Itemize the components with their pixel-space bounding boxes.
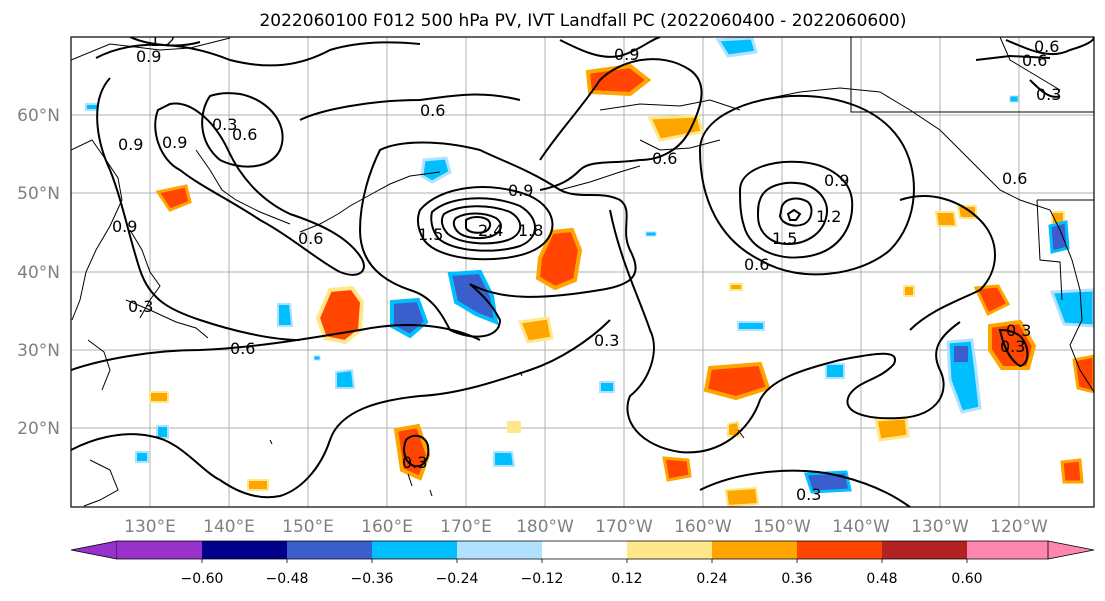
contour-label: 0.6 — [230, 339, 255, 358]
longitude-labels: 130°E 140°E 150°E 160°E 170°E 180°W 170°… — [124, 517, 1048, 537]
lon-label: 150°E — [282, 517, 334, 537]
contour-label: 0.3 — [1036, 85, 1061, 104]
contour-label: 0.6 — [1002, 169, 1027, 188]
pc-shading — [85, 37, 1094, 507]
colorbar-swatch — [712, 541, 797, 559]
colorbar-tick-label: 0.36 — [781, 571, 812, 587]
contour-label: 0.9 — [162, 133, 187, 152]
contour-label: 0.6 — [232, 125, 257, 144]
contour-label: 0.9 — [824, 171, 849, 190]
lat-label: 30°N — [17, 341, 60, 361]
contour-label: 0.9 — [614, 45, 639, 64]
lon-label: 130°E — [124, 517, 176, 537]
contour-label: 2.4 — [478, 221, 503, 240]
contour-label: 1.5 — [418, 225, 443, 244]
colorbar-swatch — [542, 541, 627, 559]
colorbar-tick-label: 0.24 — [696, 571, 727, 587]
contour-label: 0.3 — [128, 297, 153, 316]
contour-labels: 1.2 0.9 0.3 0.9 0.6 0.9 0.6 0.9 0.6 0.9 … — [112, 31, 1061, 504]
colorbar-tick-label: 0.60 — [951, 571, 982, 587]
contour-label: 0.3 — [594, 331, 619, 350]
contour-label: 1.2 — [816, 207, 841, 226]
colorbar-swatch — [797, 541, 882, 559]
colorbar-swatch — [457, 541, 542, 559]
latitude-labels: 60°N 50°N 40°N 30°N 20°N — [17, 106, 60, 439]
contour-label: 0.3 — [796, 485, 821, 504]
lat-label: 50°N — [17, 184, 60, 204]
lon-label: 140°W — [832, 517, 890, 537]
contour-label: 0.3 — [1000, 337, 1025, 356]
lon-label: 140°E — [203, 517, 255, 537]
contour-label: 0.6 — [652, 149, 677, 168]
contour-label: 0.6 — [1022, 51, 1047, 70]
lat-label: 60°N — [17, 106, 60, 126]
map-panel: 1.2 0.9 0.3 0.9 0.6 0.9 0.6 0.9 0.6 0.9 … — [71, 31, 1094, 507]
contour-label: 0.9 — [118, 135, 143, 154]
lon-label: 160°W — [674, 517, 732, 537]
contour-label: 1.2 — [150, 31, 175, 50]
graticule — [71, 37, 1094, 507]
colorbar-tick-label: −0.60 — [181, 571, 224, 587]
map-frame — [70, 36, 1095, 508]
contour-label: 0.6 — [420, 101, 445, 120]
lon-label: 170°E — [440, 517, 492, 537]
colorbar-swatch — [117, 541, 202, 559]
lon-label: 150°W — [753, 517, 811, 537]
pv-contours — [71, 37, 1094, 507]
colorbar-tick-label: −0.36 — [351, 571, 394, 587]
colorbar-swatch — [882, 541, 967, 559]
colorbar-tick-label: 0.12 — [611, 571, 642, 587]
colorbar-tick-label: 0.48 — [866, 571, 897, 587]
map-title: 2022060100 F012 500 hPa PV, IVT Landfall… — [259, 11, 906, 31]
colorbar-tick-label: −0.24 — [436, 571, 479, 587]
colorbar-extend-min — [70, 540, 118, 560]
contour-label: 1.8 — [518, 221, 543, 240]
lon-label: 130°W — [911, 517, 969, 537]
colorbar-swatch — [287, 541, 372, 559]
contour-label: 0.6 — [744, 255, 769, 274]
lon-label: 120°W — [990, 517, 1048, 537]
contour-label: 0.6 — [298, 229, 323, 248]
contour-label: 0.3 — [212, 115, 237, 134]
contour-label: 0.9 — [112, 217, 137, 236]
colorbar-swatch — [967, 541, 1048, 559]
contour-label: 0.6 — [1034, 37, 1059, 56]
colorbar: −0.60 −0.48 −0.36 −0.24 −0.12 0.12 0.24 … — [70, 540, 1095, 587]
contour-label: 0.9 — [508, 181, 533, 200]
lat-label: 40°N — [17, 263, 60, 283]
colorbar-swatch — [202, 541, 287, 559]
contour-label: 0.9 — [136, 47, 161, 66]
lat-label: 20°N — [17, 419, 60, 439]
contour-label: 1.5 — [772, 229, 797, 248]
colorbar-tick-label: −0.12 — [521, 571, 564, 587]
lon-label: 170°W — [595, 517, 653, 537]
contour-label: 0.3 — [1006, 321, 1031, 340]
contour-label: 0.3 — [402, 453, 427, 472]
colorbar-extend-max — [1047, 540, 1095, 560]
colorbar-tick-label: −0.48 — [266, 571, 309, 587]
lon-label: 160°E — [361, 517, 413, 537]
colorbar-swatch — [627, 541, 712, 559]
colorbar-swatch — [372, 541, 457, 559]
lon-label: 180°W — [516, 517, 574, 537]
